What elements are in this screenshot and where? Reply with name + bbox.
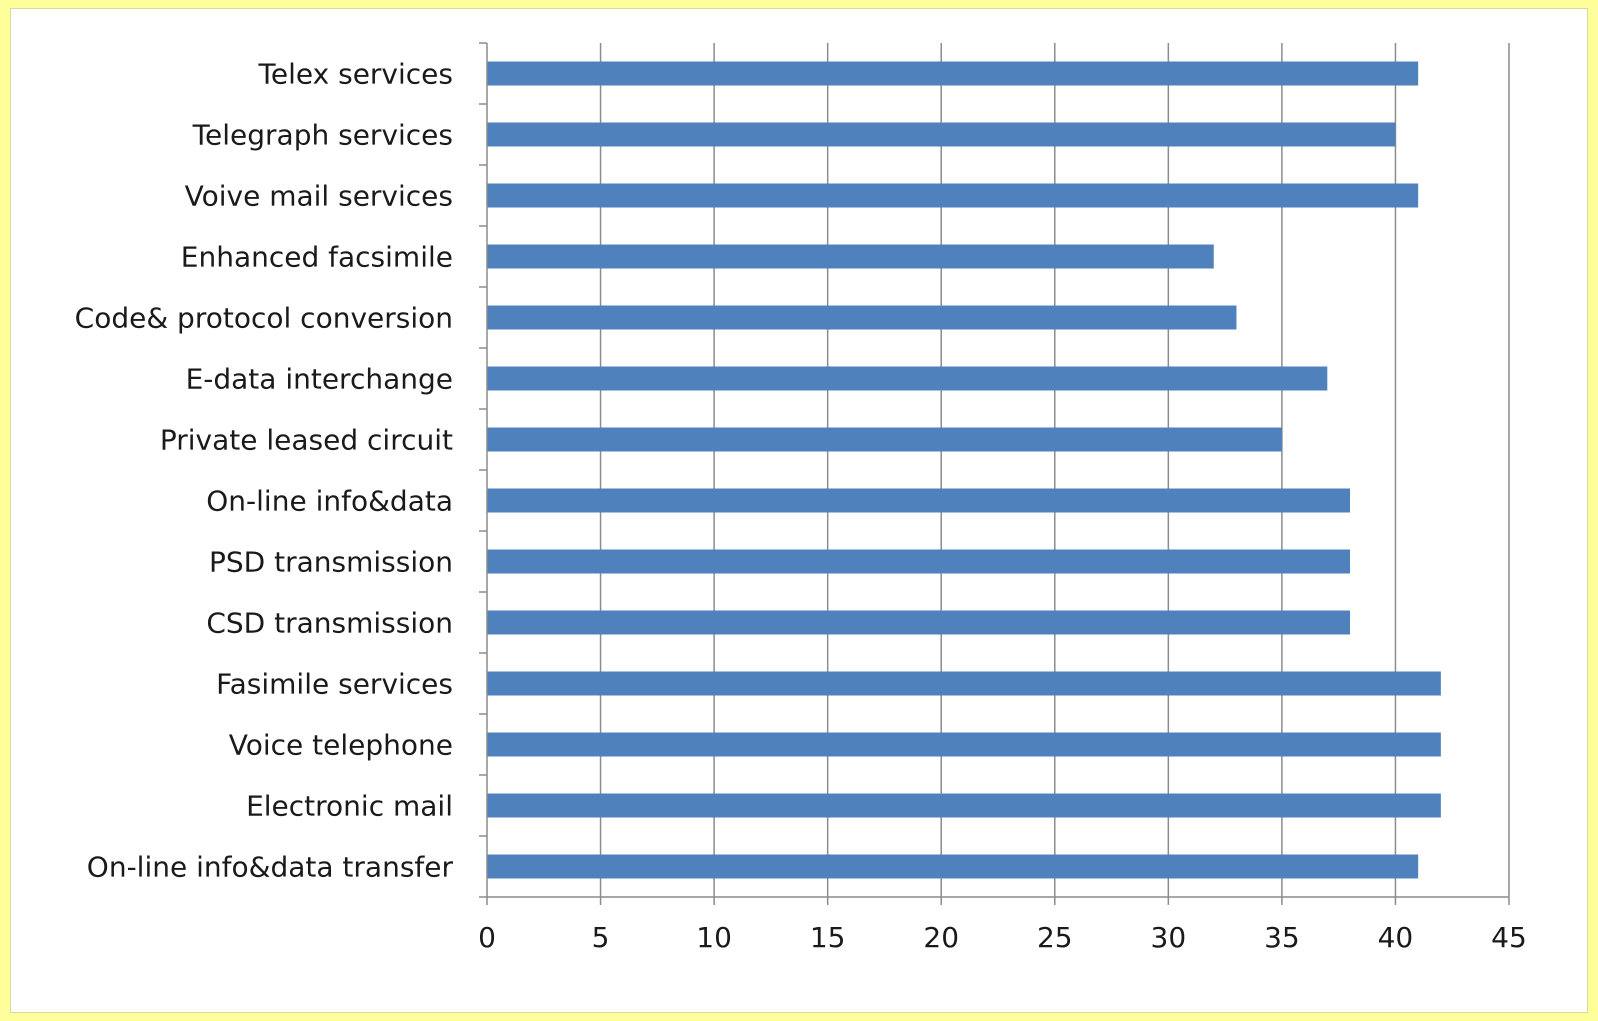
category-label: E-data interchange [186,363,453,396]
bar [487,488,1351,513]
bar [487,244,1214,269]
category-label: Code& protocol conversion [75,302,453,335]
bar [487,366,1328,391]
bars [487,61,1441,879]
bar [487,305,1237,330]
category-labels: Telex services Telegraph services Voive ma… [75,58,454,884]
x-tick-label: 35 [1264,921,1300,954]
bar [487,610,1351,635]
category-label: Private leased circuit [160,424,453,457]
category-label: On-line info&data [206,485,453,518]
x-tick-label: 10 [696,921,732,954]
category-label: Voice telephone [229,729,453,762]
bar [487,549,1351,574]
category-label: Enhanced facsimile [181,241,453,274]
category-label: On-line info&data transfer [87,851,454,884]
x-tick-label: 30 [1151,921,1187,954]
bar [487,854,1419,879]
x-tick-label: 45 [1491,921,1527,954]
category-label: Telex services [258,58,453,91]
category-label: Voive mail services [185,180,453,213]
bar [487,671,1441,696]
category-label: PSD transmission [209,546,453,579]
x-tick-label: 5 [592,921,610,954]
category-label: Fasimile services [216,668,453,701]
chart-frame: Telex services Telegraph services Voive ma… [10,8,1588,1013]
x-tick-label: 20 [923,921,959,954]
x-tick-label: 0 [478,921,496,954]
bar [487,122,1396,147]
axes [479,42,1510,905]
gridlines [599,43,1510,897]
x-tick-label: 25 [1037,921,1073,954]
bar-chart: Telex services Telegraph services Voive ma… [75,42,1527,954]
x-tick-labels: 0 5 10 15 20 25 30 35 40 45 [478,921,1527,954]
x-tick-label: 15 [810,921,846,954]
bar [487,61,1419,86]
category-label: Electronic mail [246,790,453,823]
bar [487,732,1441,757]
category-label: CSD transmission [206,607,453,640]
x-tick-label: 40 [1378,921,1414,954]
category-label: Telegraph services [192,119,453,152]
bar [487,427,1282,452]
bar [487,793,1441,818]
bar [487,183,1419,208]
